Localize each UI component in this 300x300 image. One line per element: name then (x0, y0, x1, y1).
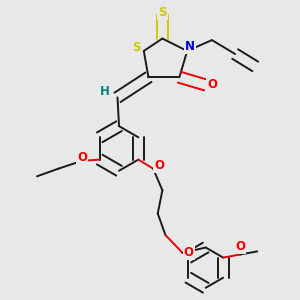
Text: O: O (207, 79, 217, 92)
Text: N: N (185, 40, 195, 53)
Text: H: H (100, 85, 110, 98)
Text: S: S (158, 6, 166, 19)
Text: O: O (184, 246, 194, 259)
Text: O: O (235, 240, 245, 253)
Text: O: O (154, 159, 164, 172)
Text: O: O (77, 151, 87, 164)
Text: S: S (132, 41, 140, 54)
